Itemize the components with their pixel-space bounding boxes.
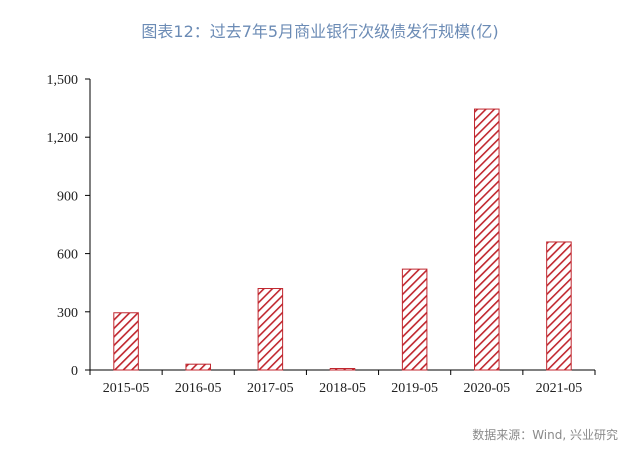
tick-labels: 0 300 600 900 1,200 1,500 2015-05 2016-05 2017-0…	[47, 73, 583, 396]
y-tick-label: 900	[57, 189, 78, 204]
y-tick-label: 600	[57, 248, 78, 263]
bar-2020-05	[474, 108, 500, 371]
y-tick-label: 1,500	[47, 73, 79, 88]
x-tick-label: 2020-05	[463, 381, 510, 396]
x-tick-label: 2015-05	[103, 381, 150, 396]
x-tick-label: 2019-05	[391, 381, 438, 396]
x-tick-label: 2016-05	[175, 381, 222, 396]
x-tick-label: 2018-05	[319, 381, 366, 396]
source-note: 数据来源：Wind, 兴业研究	[472, 428, 618, 442]
x-tick-label: 2021-05	[536, 381, 583, 396]
bar-2018-05	[329, 368, 356, 371]
axes	[85, 78, 596, 375]
y-tick-label: 300	[57, 306, 78, 321]
x-tick-label: 2017-05	[247, 381, 294, 396]
chart-title: 图表12：过去7年5月商业银行次级债发行规模(亿)	[141, 22, 499, 41]
bar-2019-05	[401, 268, 428, 371]
y-tick-label: 1,200	[47, 131, 79, 146]
bar-2015-05	[113, 312, 139, 371]
bar-2017-05	[257, 288, 284, 371]
bar-2016-05	[185, 363, 211, 371]
bars	[113, 108, 572, 371]
y-tick-label: 0	[71, 364, 78, 379]
bar-2021-05	[546, 241, 572, 371]
